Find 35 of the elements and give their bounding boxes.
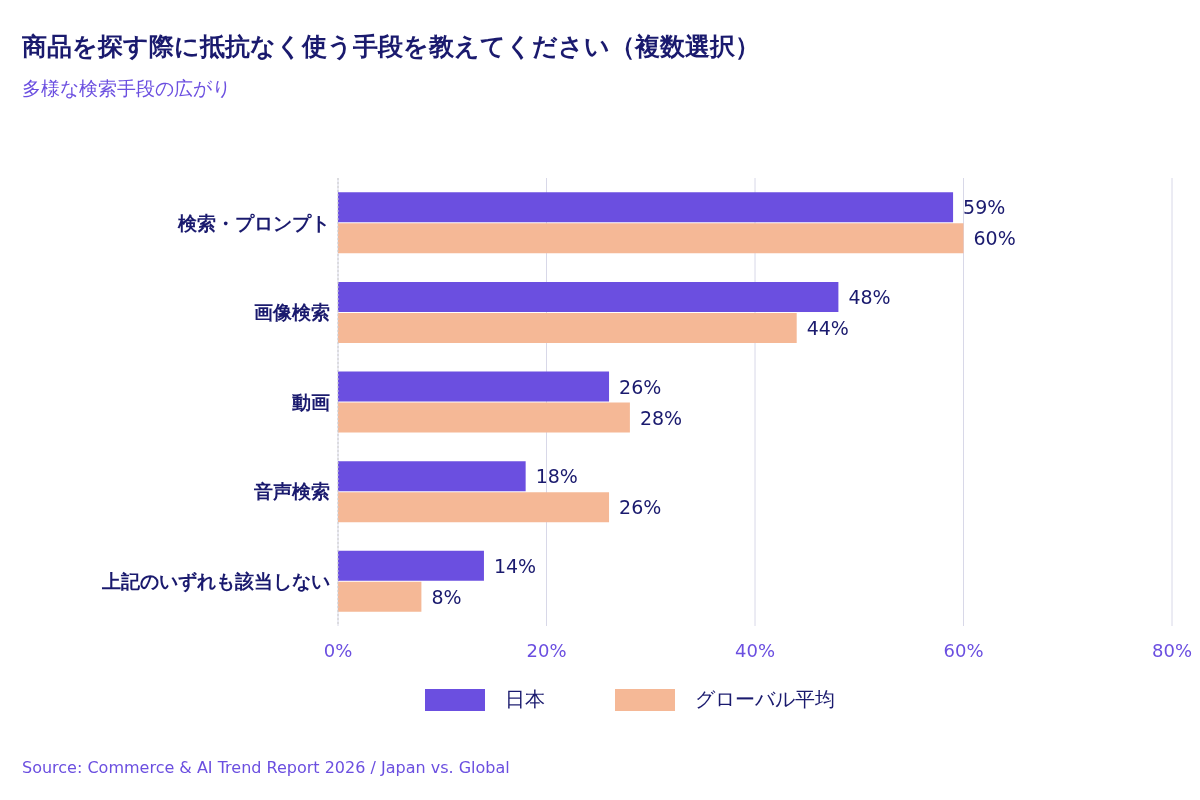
bar	[338, 312, 797, 343]
x-tick-label: 20%	[526, 639, 567, 661]
y-tick-label: 検索・プロンプト	[177, 211, 330, 234]
data-label: 44%	[806, 316, 849, 339]
bar	[338, 192, 954, 223]
y-tick-label: 上記のいずれも該当しない	[101, 569, 330, 593]
data-label: 59%	[963, 196, 1006, 219]
data-label: 28%	[639, 406, 683, 429]
y-tick-label: 画像検索	[254, 301, 330, 324]
data-label: 18%	[535, 465, 578, 488]
data-label: 48%	[848, 285, 891, 308]
bar	[338, 550, 484, 581]
legend-label: グローバル平均	[695, 686, 835, 713]
bar	[338, 281, 839, 312]
legend-label: 日本	[505, 686, 545, 713]
bar	[338, 461, 526, 492]
data-label: 26%	[619, 375, 662, 398]
x-tick-label: 0%	[323, 639, 353, 661]
y-tick-label: 動画	[291, 390, 330, 413]
text: 多様な検索手段の広がり	[22, 76, 231, 101]
data-label: 14%	[493, 554, 537, 577]
bar	[338, 492, 610, 523]
x-tick-label: 60%	[943, 639, 984, 661]
bar	[338, 371, 610, 402]
bar	[338, 223, 964, 254]
source-note: Source: Commerce & AI Trend Report 2026 / Japan vs. Global	[22, 758, 510, 777]
chart-title: 商品を探す際に抵抗なく使う手段を教えてください（複数選択）	[22, 31, 760, 63]
data-label: 60%	[973, 227, 1016, 250]
data-label: 8%	[431, 585, 462, 608]
x-tick-label: 40%	[734, 639, 776, 661]
y-tick-label: 音声検索	[253, 480, 330, 503]
bar	[338, 402, 630, 433]
data-label: 26%	[619, 496, 662, 519]
bar	[338, 581, 422, 612]
x-tick-label: 80%	[1151, 639, 1193, 661]
